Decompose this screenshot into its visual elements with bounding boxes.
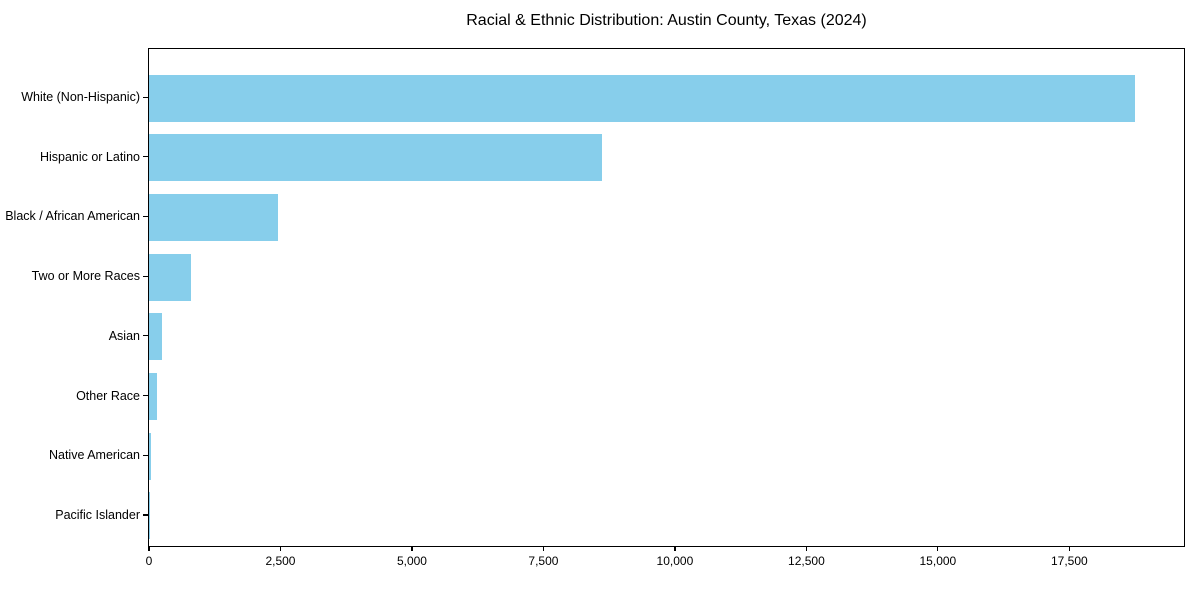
x-tick-label: 0 [145,554,153,568]
y-tick-mark [143,335,148,337]
x-tick-label: 7,500 [528,554,559,568]
x-tick-label: 2,500 [265,554,296,568]
x-tick-mark [411,546,413,551]
chart-title: Racial & Ethnic Distribution: Austin Cou… [466,12,867,29]
bar-black-african-american [149,193,279,241]
bar-asian [149,313,162,361]
x-tick-mark [937,546,939,551]
x-tick-label: 15,000 [919,554,957,568]
x-tick-label: 10,000 [656,554,694,568]
plot-area [148,48,1185,547]
y-tick-mark [143,454,148,456]
x-tick-label: 17,500 [1050,554,1088,568]
x-tick-mark [279,546,282,551]
y-axis-label-two-or-more-races: Two or More Races [31,269,140,284]
y-tick-mark [143,156,148,158]
bar-other-race [149,373,157,420]
y-tick-mark [143,275,148,277]
y-axis-label-asian: Asian [108,328,140,343]
x-tick-mark [542,546,545,551]
x-tick-mark [674,546,676,551]
x-tick-mark [805,546,807,551]
y-axis-label-black-african-american: Black / African American [5,209,140,224]
y-axis-label-pacific-islander: Pacific Islander [55,507,140,522]
bar-white-non-hispanic [149,74,1135,122]
y-tick-mark [143,215,148,218]
y-tick-mark [143,514,148,516]
bar-native-american [149,432,151,480]
x-tick-label: 12,500 [788,554,825,568]
y-axis-label-hispanic-or-latino: Hispanic or Latino [39,149,140,164]
x-tick-mark [148,546,150,551]
y-axis-label-other-race: Other Race [76,388,140,403]
x-tick-mark [1068,546,1070,551]
y-axis-label-native-american: Native American [48,448,140,463]
bar-pacific-islander [149,492,150,540]
bar-hispanic-or-latino [149,134,603,182]
y-tick-mark [143,395,148,397]
y-axis-label-white-non-hispanic: White (Non-Hispanic) [21,90,140,104]
x-tick-label: 5,000 [396,554,427,568]
y-tick-mark [143,96,148,98]
bar-two-or-more-races [149,253,192,301]
